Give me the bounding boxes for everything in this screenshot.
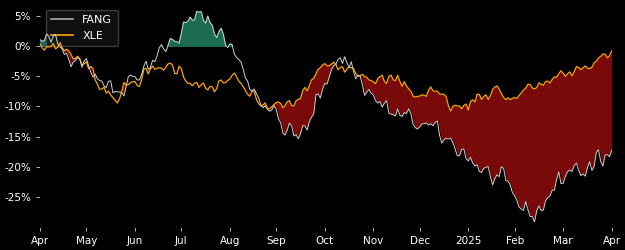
Legend: FANG, XLE: FANG, XLE — [46, 10, 118, 46]
